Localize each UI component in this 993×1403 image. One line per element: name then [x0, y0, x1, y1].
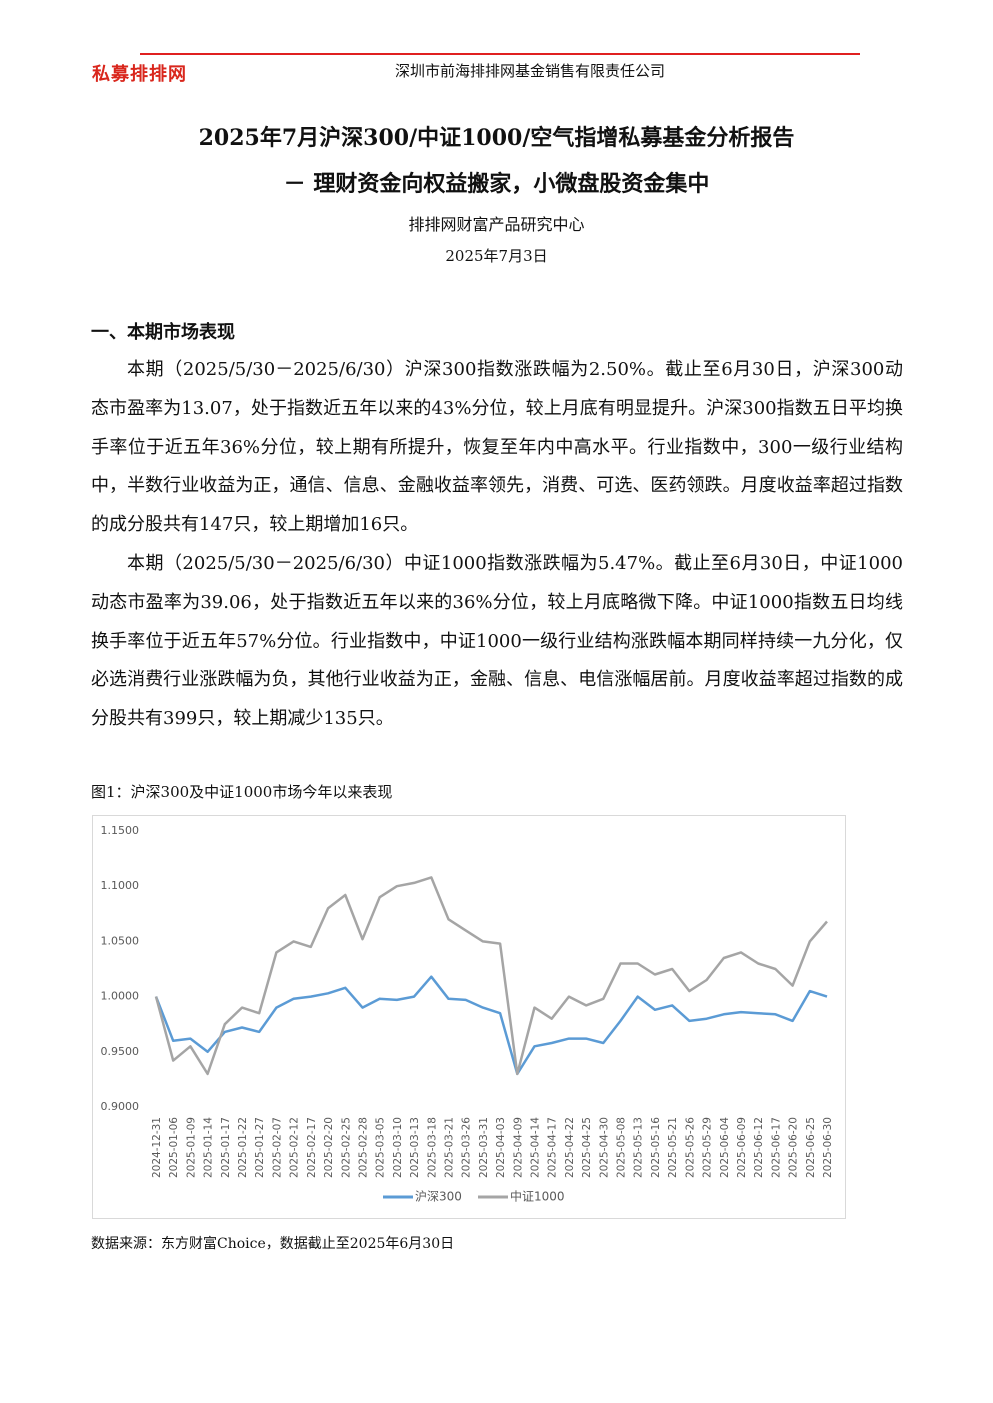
paragraph: 本期（2025/5/30－2025/6/30）中证1000指数涨跌幅为5.47%… [91, 552, 903, 730]
x-tick-label: 2025-04-09 [512, 1117, 524, 1178]
x-tick-label: 2025-03-26 [461, 1117, 473, 1178]
x-tick-label: 2025-02-28 [357, 1117, 369, 1178]
x-tick-label: 2025-03-21 [443, 1117, 455, 1178]
source: 数据来源：东方财富Choice，数据截止至2025年6月30日 [91, 1236, 455, 1252]
legend-label: 中证1000 [510, 1189, 565, 1204]
section-heading: 一、本期市场表现 [91, 322, 235, 343]
x-tick-label: 2025-05-08 [616, 1117, 628, 1178]
x-tick-label: 2025-06-17 [770, 1117, 782, 1178]
x-tick-label: 2025-02-20 [323, 1117, 335, 1178]
y-tick-label: 1.0000 [101, 990, 140, 1003]
x-tick-label: 2025-03-18 [426, 1117, 438, 1178]
title-line1: 2025年7月沪深300/中证1000/空气指增私募基金分析报告 [198, 125, 795, 151]
line [154, 876, 828, 1076]
x-tick-label: 2025-04-14 [530, 1117, 542, 1178]
x-tick-label: 2025-04-25 [581, 1117, 593, 1178]
x-tick-label: 2025-02-17 [306, 1117, 318, 1178]
y-tick-label: 1.1500 [101, 824, 140, 837]
legend-label: 沪深300 [415, 1190, 462, 1204]
x-tick-label: 2025-01-17 [220, 1117, 232, 1178]
y-tick-label: 0.9500 [101, 1045, 140, 1058]
x-tick-label: 2025-06-12 [753, 1117, 765, 1178]
body: 本期（2025/5/30－2025/6/30）沪深300指数涨跌幅为2.50%。… [91, 351, 903, 739]
chart: 0.9000 0.9500 1.0000 1.0500 1.1000 1.1500 2024… [92, 815, 846, 1219]
x-tick-label: 2025-06-09 [736, 1117, 748, 1178]
x-tick-label: 2025-05-21 [667, 1117, 679, 1178]
x-tick-label: 2025-02-12 [289, 1117, 301, 1178]
company: 深圳市前海排排网基金销售有限责任公司 [394, 62, 665, 80]
x-tick-label: 2025-05-13 [633, 1117, 645, 1178]
x-tick-label: 2024-12-31 [151, 1117, 163, 1178]
x-tick-label: 2025-05-16 [650, 1117, 662, 1178]
date: 2025年7月3日 [445, 247, 548, 265]
x-tick-label: 2025-04-22 [564, 1117, 576, 1178]
x-tick-label: 2025-01-06 [168, 1117, 180, 1178]
y-tick-label: 1.1000 [101, 879, 140, 892]
x-tick-label: 2025-03-05 [375, 1117, 387, 1178]
x-tick-label: 2025-01-09 [185, 1117, 197, 1178]
paragraph: 本期（2025/5/30－2025/6/30）沪深300指数涨跌幅为2.50%。… [91, 359, 903, 536]
title-line2: － 理财资金向权益搬家，小微盘股资金集中 [283, 171, 710, 197]
y-tick-label: 0.9000 [101, 1100, 140, 1113]
x-tick-label: 2025-02-07 [271, 1117, 283, 1178]
x-tick-label: 2025-01-27 [254, 1117, 266, 1178]
x-tick-label: 2025-06-04 [719, 1117, 731, 1178]
x-tick-label: 2025-04-03 [495, 1117, 507, 1178]
x-tick-label: 2025-04-30 [598, 1117, 610, 1178]
x-tick-label: 2025-03-10 [392, 1117, 404, 1178]
x-tick-label: 2025-06-20 [788, 1117, 800, 1178]
x-tick-label: 2025-06-25 [805, 1117, 817, 1178]
figure-caption: 图1：沪深300及中证1000市场今年以来表现 [91, 783, 393, 801]
x-tick-label: 2025-05-29 [702, 1117, 714, 1178]
x-tick-label: 2025-01-14 [203, 1117, 215, 1178]
x-tick-label: 2025-05-26 [684, 1117, 696, 1178]
x-tick-label: 2025-03-31 [478, 1117, 490, 1178]
y-tick-label: 1.0500 [101, 934, 140, 947]
logo: 私募排排网 [92, 64, 187, 85]
line [154, 975, 828, 1076]
x-tick-label: 2025-06-30 [822, 1117, 834, 1178]
x-tick-label: 2025-01-22 [237, 1117, 249, 1178]
x-tick-label: 2025-02-25 [340, 1117, 352, 1178]
x-tick-label: 2025-04-17 [547, 1117, 559, 1178]
x-tick-label: 2025-03-13 [409, 1117, 421, 1178]
author: 排排网财富产品研究中心 [408, 215, 585, 234]
header-rule [140, 53, 860, 55]
